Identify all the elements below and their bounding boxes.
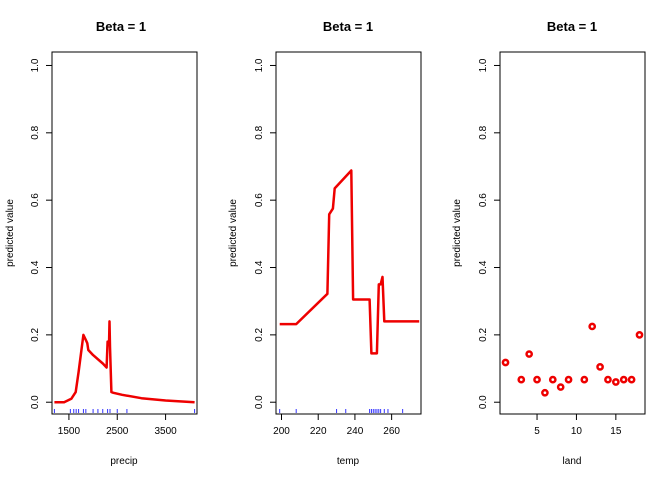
x-tick-label: 260 xyxy=(383,426,400,437)
data-point xyxy=(564,375,573,384)
series-marks xyxy=(501,322,644,397)
y-tick-label: 0.0 xyxy=(478,395,489,409)
data-point xyxy=(517,375,526,384)
rug xyxy=(53,409,196,413)
y-tick-label: 0.2 xyxy=(30,327,41,341)
data-point xyxy=(541,388,549,397)
data-point xyxy=(501,358,510,367)
y-tick-label: 1.0 xyxy=(478,58,489,72)
data-point xyxy=(588,322,597,331)
plot-frame xyxy=(51,51,198,415)
y-tick-label: 0.8 xyxy=(478,125,489,139)
plot-frame xyxy=(275,51,422,415)
x-tick-label: 240 xyxy=(347,426,364,437)
x-tick-label: 200 xyxy=(273,426,290,437)
data-point xyxy=(525,350,534,358)
y-tick-label: 0.4 xyxy=(30,260,41,274)
plot-frame xyxy=(499,51,646,415)
x-tick-label: 2500 xyxy=(106,426,129,437)
data-point xyxy=(635,331,644,339)
x-axis: 5 10 15 xyxy=(534,414,622,437)
x-tick-label: 5 xyxy=(534,426,540,437)
y-tick-label: 0.8 xyxy=(254,125,265,139)
data-point xyxy=(533,375,541,384)
x-tick-label: 1500 xyxy=(58,426,81,437)
y-axis: 0.0 0.2 0.4 0.6 0.8 1.0 xyxy=(478,58,500,409)
y-tick-label: 0.2 xyxy=(478,327,489,341)
data-point xyxy=(619,375,628,384)
panel-precip: Beta = 1 precip predicted value 1500 2500… xyxy=(5,19,198,467)
panel-temp: Beta = 1 temp predicted value 200 220 240 2… xyxy=(228,19,422,467)
y-axis-label: predicted value xyxy=(5,199,16,267)
y-axis: 0.0 0.2 0.4 0.6 0.8 1.0 xyxy=(30,58,52,409)
x-tick-label: 3500 xyxy=(154,426,177,437)
data-point xyxy=(627,375,636,384)
data-point xyxy=(580,375,589,384)
data-point xyxy=(611,378,620,386)
y-axis-label: predicted value xyxy=(228,199,239,267)
y-tick-label: 0.8 xyxy=(30,125,41,139)
y-tick-label: 0.2 xyxy=(254,327,265,341)
x-tick-label: 15 xyxy=(610,426,622,437)
panel-land: Beta = 1 land predicted value 5 10 15 0.00… xyxy=(452,19,646,467)
x-axis-label: land xyxy=(563,456,582,467)
x-axis: 1500 2500 3500 xyxy=(58,414,177,437)
y-tick-label: 0.6 xyxy=(478,193,489,207)
y-tick-label: 0.0 xyxy=(254,395,265,409)
y-tick-label: 0.4 xyxy=(254,260,265,274)
series-marks xyxy=(54,320,195,404)
y-axis: 0.0 0.2 0.4 0.6 0.8 1.0 xyxy=(254,58,276,409)
x-tick-label: 10 xyxy=(571,426,583,437)
y-tick-label: 1.0 xyxy=(254,58,265,72)
series-marks xyxy=(279,169,420,355)
panel-title: Beta = 1 xyxy=(323,19,373,34)
x-axis: 200 220 240 260 xyxy=(273,414,400,437)
data-point xyxy=(604,375,612,384)
y-tick-label: 0.0 xyxy=(30,395,41,409)
series-line xyxy=(54,320,195,404)
panel-title: Beta = 1 xyxy=(547,19,597,34)
panel-title: Beta = 1 xyxy=(96,19,146,34)
y-axis-label: predicted value xyxy=(452,199,463,267)
data-point xyxy=(548,375,557,384)
rug xyxy=(279,409,404,413)
data-point xyxy=(556,383,565,391)
x-tick-label: 220 xyxy=(310,426,327,437)
series-line xyxy=(279,169,420,355)
data-point xyxy=(596,363,604,371)
x-axis-label: temp xyxy=(337,456,360,467)
y-tick-label: 0.4 xyxy=(478,260,489,274)
x-axis-label: precip xyxy=(110,456,138,467)
y-tick-label: 1.0 xyxy=(30,58,41,72)
y-tick-label: 0.6 xyxy=(30,193,41,207)
y-tick-label: 0.6 xyxy=(254,193,265,207)
